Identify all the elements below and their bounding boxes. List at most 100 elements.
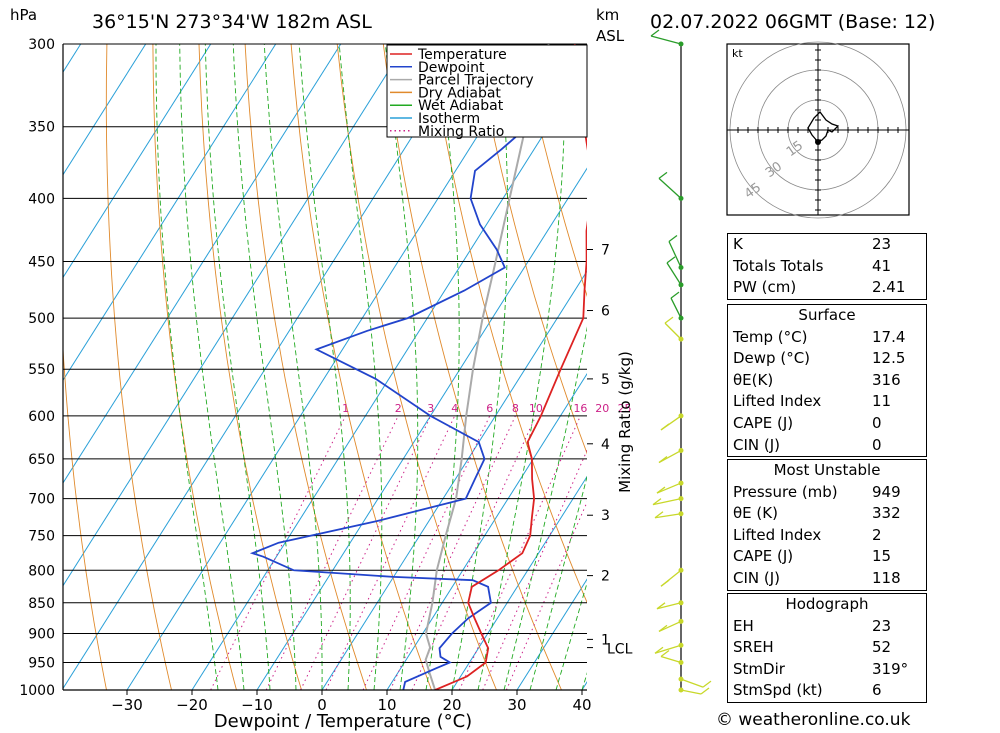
hodograph-trace [807,111,840,143]
surface-dewp-value: 12.5 [872,349,906,368]
footer-credit: © weatheronline.co.uk [716,710,911,730]
wind-level-dot [678,618,684,624]
wet-adiabat-line [204,44,271,690]
most-unstable-panel: Most Unstable Pressure (mb) 949 θE (K) 332… [727,459,927,591]
isotherm-line [63,44,407,587]
mu-cin-label: CIN (J) [733,568,781,587]
wind-level-dot [678,282,684,288]
surface-temp-label: Temp (°C) [733,327,808,346]
wind-barb [670,297,682,319]
legend-box [386,44,588,138]
k-label: K [733,235,743,253]
surface-cape-value: 0 [872,413,882,432]
totals-label: Totals Totals [733,256,824,275]
isotherm-line [191,64,587,690]
wind-barb-flag [656,486,666,494]
stmspd-label: StmSpd (kt) [733,681,823,700]
wind-barb-flag [652,498,662,506]
mixing-ratio-label: 10 [529,402,543,415]
mu-cape-value: 15 [872,547,892,566]
wind-barb-flag [654,646,664,654]
surface-theta-value: 316 [872,370,901,389]
wet-adiabat-line [338,44,383,690]
isotherm-line [516,578,587,690]
wind-barb-flag [664,316,674,324]
km-tick-label: 6 [601,304,610,320]
wind-barb-flag [658,624,668,632]
wind-profile [650,29,712,695]
wind-level-dot [678,687,684,693]
totals-value: 41 [872,256,892,275]
wind-barb [654,513,682,519]
hodograph-stats-title: Hodograph [785,595,869,613]
pressure-tick-label: 350 [28,120,55,136]
isotherm-line [63,44,342,484]
dry-adiabat-line [521,44,587,298]
dry-adiabat-line [982,44,1000,690]
wind-barb-flag [650,29,660,37]
hodograph-stats-panel: Hodograph EH 23 SREH 52 StmDir 319° StmSpd … [727,593,927,703]
mu-cin-value: 118 [872,568,901,587]
wind-barb-flag [700,687,710,695]
dewpoint-line [249,69,587,690]
surface-theta-label: θE(K) [733,370,774,389]
mixing-ratio-label: 16 [573,402,587,415]
mixing-ratio-label: 25 [618,402,632,415]
dry-adiabat-line [936,44,1000,690]
dry-adiabat-line [63,341,107,690]
surface-cin-value: 0 [872,435,882,454]
wind-level-dot [678,496,684,502]
isotherm-line [0,44,16,690]
wind-barb-flag [670,291,680,299]
x-tick-label: 30 [507,696,526,714]
wet-adiabat-line [298,44,351,690]
surface-li-value: 11 [872,392,892,411]
mixing-ratio-label: 20 [595,402,609,415]
wind-barb-flag [658,456,668,464]
wind-barb-flag [654,511,664,519]
wet-adiabat-line [425,44,460,690]
wind-barb [652,497,682,506]
wind-level-dot [678,659,684,665]
asl-label: ASL [596,27,625,45]
wet-adiabat-line [384,44,419,690]
wind-level-dot [678,41,684,47]
sreh-value: 52 [872,638,892,657]
wind-level-dot [678,511,684,517]
pressure-tick-label: 850 [28,596,55,612]
wind-level-dot [678,567,684,573]
surface-panel: Surface Temp (°C) 17.4 Dewp (°C) 12.5 θE(K… [727,304,927,458]
mixing-ratio-axis-label: Mixing Ratio (g/kg) [616,351,634,493]
km-label: km [596,6,619,24]
pressure-tick-label: 950 [28,655,55,671]
profile-series [249,44,587,690]
wind-level-dot [678,448,684,454]
k-value: 23 [872,235,892,253]
x-tick-label: −30 [111,696,143,714]
hodograph-unit-label: kt [732,47,743,60]
indices-panel: K 23 Totals Totals 41 PW (cm) 2.41 [727,233,927,300]
isotherm-line [63,44,212,279]
eh-value: 23 [872,616,892,635]
wind-level-dot [678,315,684,321]
mixing-ratio-line [300,415,432,690]
mixing-ratio-label: 8 [512,402,519,415]
wind-barb-flag [702,680,712,688]
storm-motion-marker [815,139,821,145]
pressure-lines [63,43,587,691]
wind-barb [666,262,682,286]
dry-adiabat-line [474,44,587,455]
mixing-ratio-label: 1 [342,402,349,415]
wet-adiabat-line [232,44,297,690]
legend-entry: Temperature [417,47,507,63]
wet-adiabat-line [179,44,245,690]
wind-level-dot [678,600,684,606]
isotherm-line [256,167,587,690]
wind-barb-flag [660,579,670,587]
isotherm-line [451,475,587,690]
wind-barb [664,322,682,340]
km-tick-label: 2 [601,569,610,585]
wind-barb [658,620,682,633]
pw-label: PW (cm) [733,278,797,297]
